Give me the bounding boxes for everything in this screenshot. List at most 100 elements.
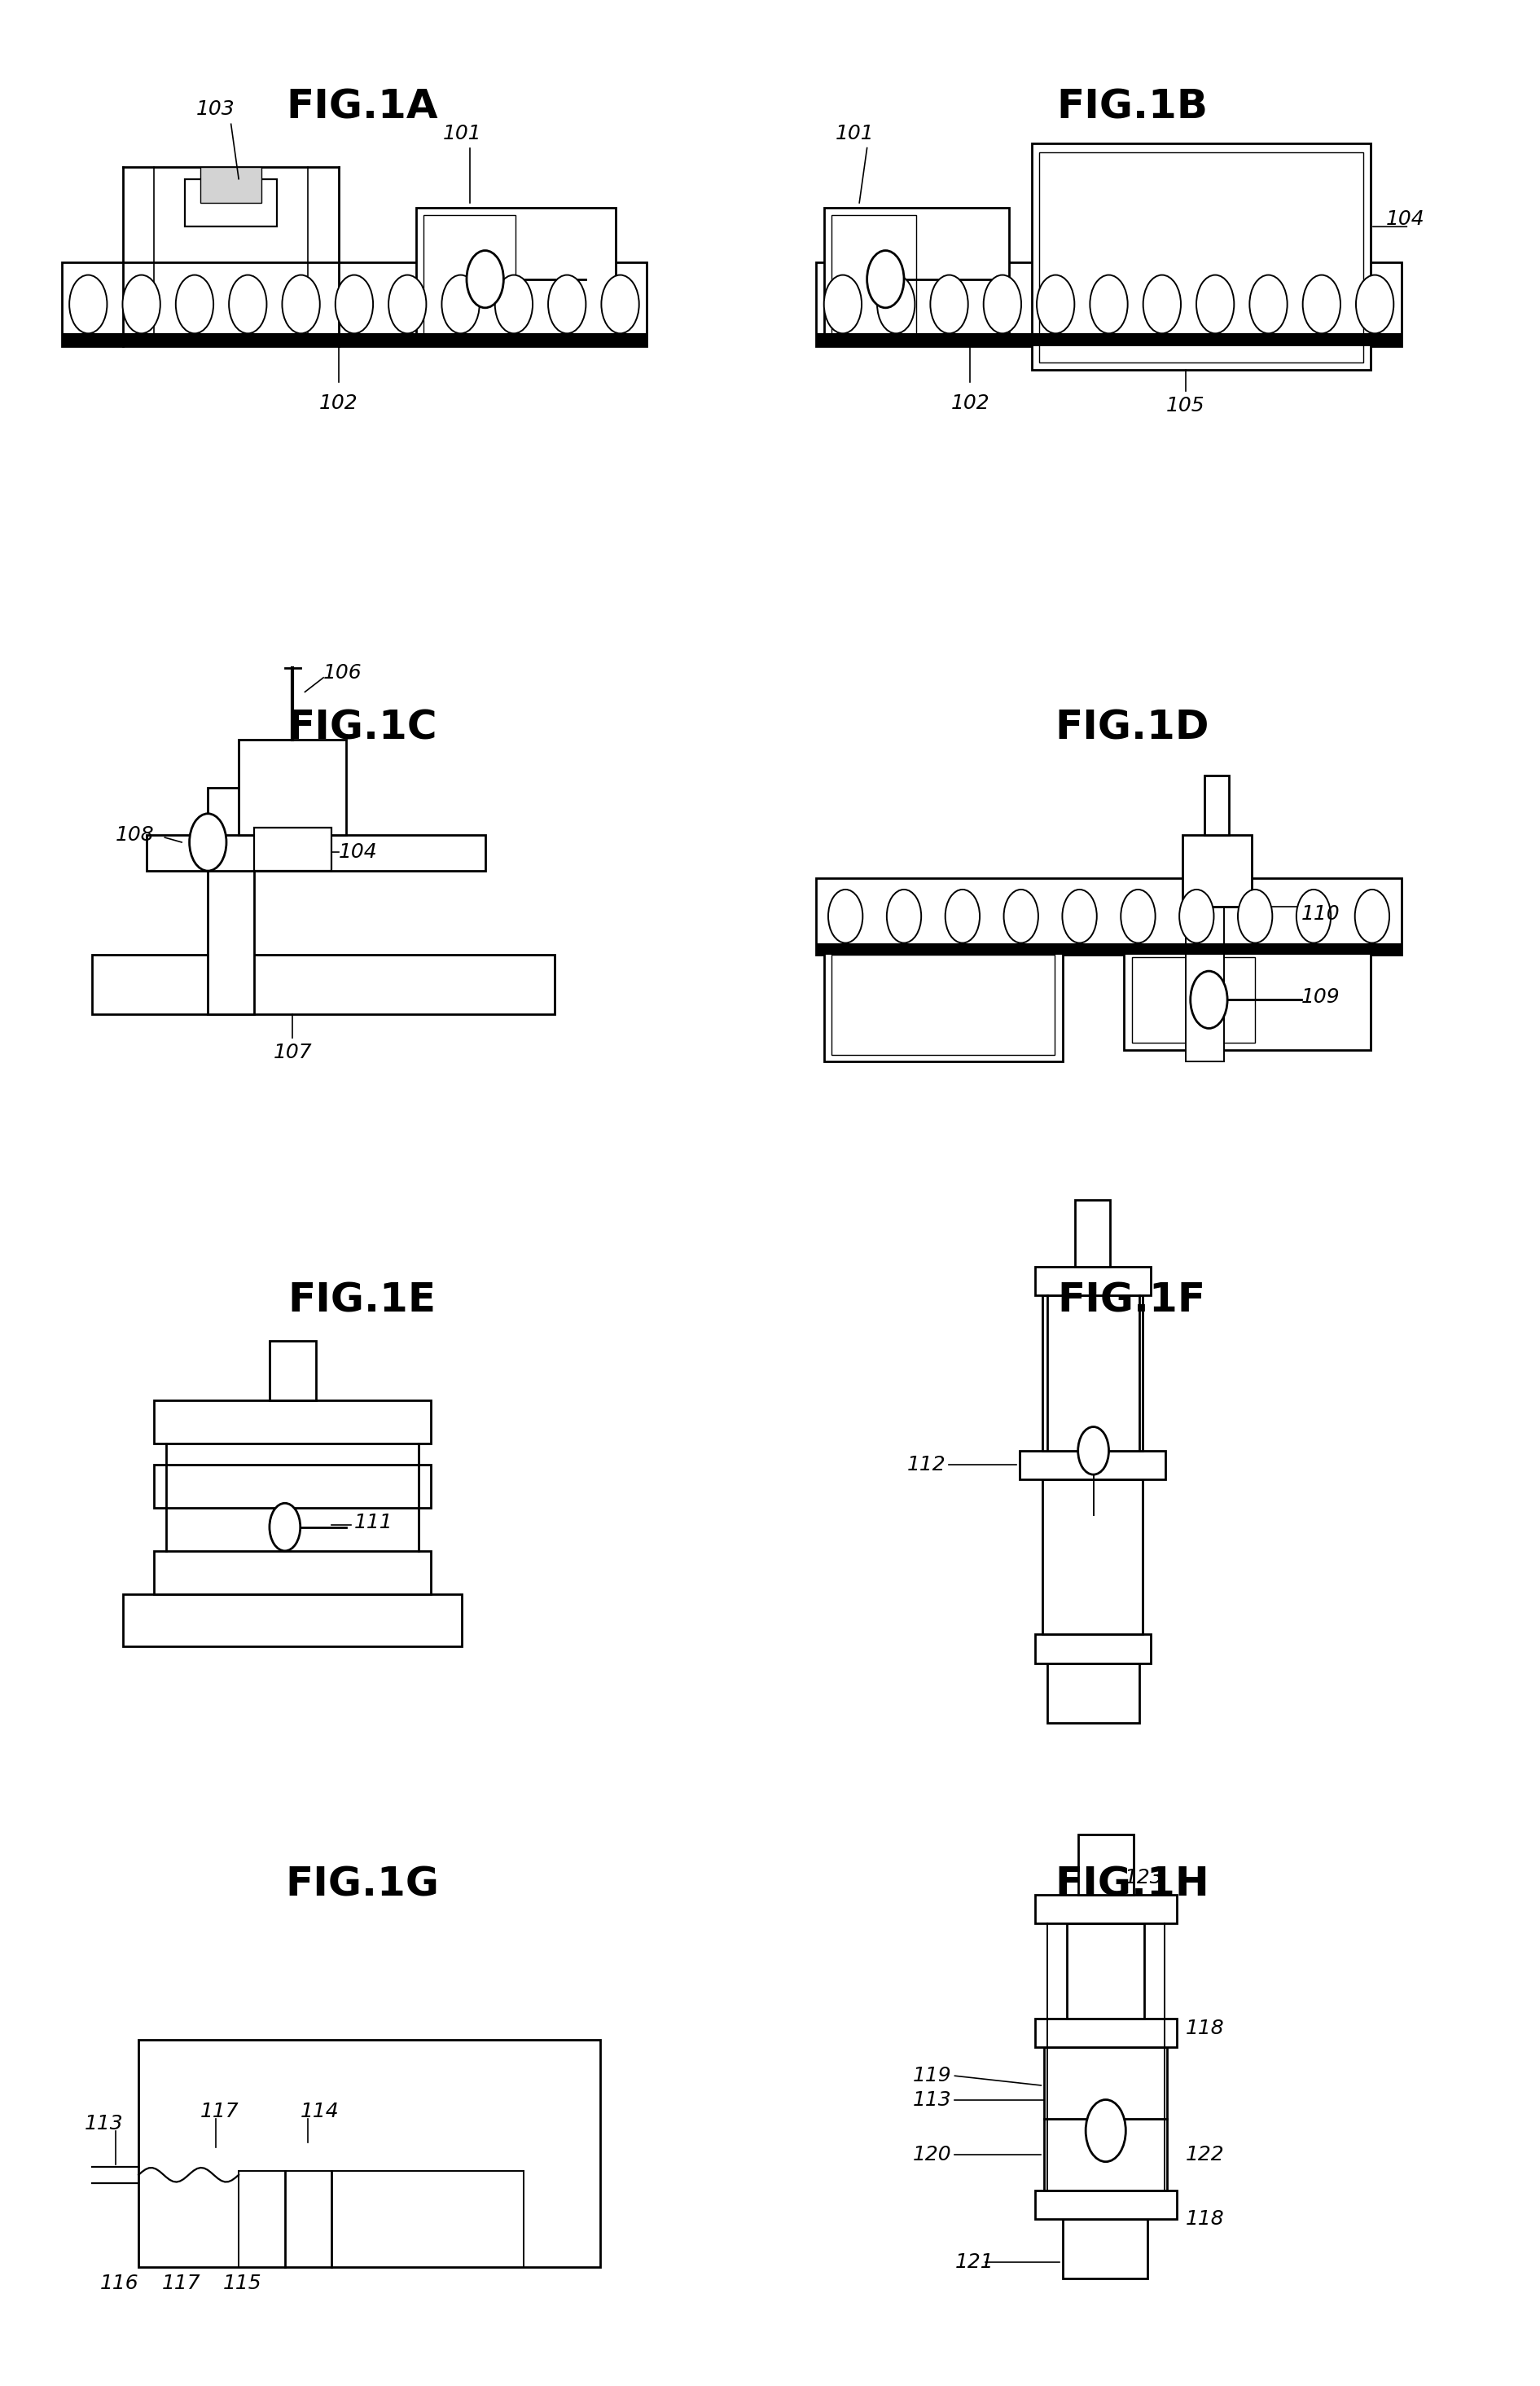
Circle shape	[946, 890, 979, 942]
Text: FIG.1D: FIG.1D	[1055, 709, 1209, 747]
Bar	[816, 942, 1401, 954]
Bar	[816, 334, 1401, 346]
Bar	[92, 954, 554, 1014]
Circle shape	[1063, 890, 1096, 942]
Text: 104: 104	[1386, 210, 1425, 229]
Bar	[816, 878, 1401, 954]
Text: 105: 105	[1166, 396, 1206, 415]
Circle shape	[270, 1503, 300, 1551]
Bar	[1047, 1663, 1140, 1723]
Circle shape	[1036, 274, 1075, 334]
Circle shape	[189, 814, 226, 871]
Circle shape	[829, 890, 862, 942]
Circle shape	[1086, 2100, 1126, 2162]
Circle shape	[1197, 274, 1234, 334]
Text: 103: 103	[196, 100, 236, 119]
Circle shape	[1078, 1427, 1109, 1475]
Text: 116: 116	[100, 2274, 139, 2293]
Text: 102: 102	[950, 394, 990, 413]
Text: 106: 106	[323, 663, 362, 682]
Bar	[424, 215, 516, 334]
Bar	[239, 740, 347, 835]
Bar	[1035, 1894, 1177, 1923]
Circle shape	[878, 274, 915, 334]
Bar	[1063, 2219, 1147, 2279]
Bar	[1040, 153, 1363, 363]
Circle shape	[69, 274, 108, 334]
Text: FIG.1G: FIG.1G	[285, 1866, 439, 1904]
Circle shape	[930, 274, 969, 334]
Bar	[1035, 2190, 1177, 2219]
Circle shape	[1180, 890, 1214, 942]
Circle shape	[336, 274, 373, 334]
Circle shape	[1143, 274, 1181, 334]
Bar	[832, 215, 916, 334]
Bar	[154, 1401, 431, 1444]
Text: 110: 110	[1301, 904, 1340, 923]
Circle shape	[1190, 971, 1227, 1028]
Bar	[824, 208, 1009, 339]
Bar	[1032, 143, 1371, 370]
Bar	[123, 1594, 462, 1646]
Bar	[1183, 835, 1252, 907]
Bar	[1186, 859, 1224, 1062]
Bar	[816, 262, 1401, 346]
Bar	[62, 262, 647, 346]
Circle shape	[984, 274, 1021, 334]
Text: FIG.1F: FIG.1F	[1058, 1281, 1206, 1319]
Bar	[1044, 2119, 1167, 2190]
Circle shape	[282, 274, 320, 334]
Text: 117: 117	[162, 2274, 200, 2293]
Bar	[185, 179, 277, 227]
Text: 119: 119	[913, 2066, 952, 2085]
Text: 109: 109	[1301, 988, 1340, 1007]
Circle shape	[601, 274, 639, 334]
Bar	[270, 1341, 316, 1401]
Bar	[1035, 2019, 1177, 2047]
Bar	[1132, 957, 1255, 1043]
Circle shape	[1004, 890, 1038, 942]
Bar	[1204, 775, 1229, 835]
Bar	[1043, 1296, 1143, 1451]
Circle shape	[887, 890, 921, 942]
Bar	[139, 2040, 601, 2267]
Circle shape	[388, 274, 427, 334]
Circle shape	[176, 274, 214, 334]
Circle shape	[867, 251, 904, 308]
Text: 115: 115	[223, 2274, 262, 2293]
Bar	[154, 1465, 431, 1508]
Circle shape	[1355, 890, 1389, 942]
Bar	[1078, 1835, 1133, 1894]
Circle shape	[1238, 890, 1272, 942]
Circle shape	[1249, 274, 1287, 334]
Text: 101: 101	[442, 124, 482, 143]
Circle shape	[1090, 274, 1127, 334]
Text: 117: 117	[200, 2102, 239, 2121]
Text: 113: 113	[913, 2090, 952, 2109]
Text: 118: 118	[1186, 2019, 1224, 2038]
Text: FIG.1E: FIG.1E	[288, 1281, 436, 1319]
Text: 104: 104	[339, 842, 377, 861]
Bar	[208, 787, 254, 1014]
Text: 120: 120	[913, 2145, 952, 2164]
Bar	[146, 835, 485, 871]
Text: 118: 118	[1186, 2209, 1224, 2229]
Text: 112: 112	[907, 1455, 946, 1475]
Circle shape	[1303, 274, 1340, 334]
Text: FIG.1A: FIG.1A	[286, 88, 437, 126]
Bar	[1124, 950, 1371, 1050]
Bar	[1075, 1200, 1110, 1267]
Bar	[1067, 1923, 1144, 2019]
Bar	[1035, 1267, 1150, 1296]
Text: 114: 114	[300, 2102, 339, 2121]
Text: 111: 111	[354, 1513, 393, 1532]
Circle shape	[824, 274, 862, 334]
Text: FIG.1H: FIG.1H	[1055, 1866, 1209, 1904]
Bar	[154, 1551, 431, 1594]
Bar	[1019, 1451, 1166, 1479]
Circle shape	[1121, 890, 1155, 942]
Circle shape	[1297, 890, 1331, 942]
Circle shape	[442, 274, 479, 334]
Text: FIG.1B: FIG.1B	[1056, 88, 1207, 126]
Bar	[416, 208, 616, 339]
